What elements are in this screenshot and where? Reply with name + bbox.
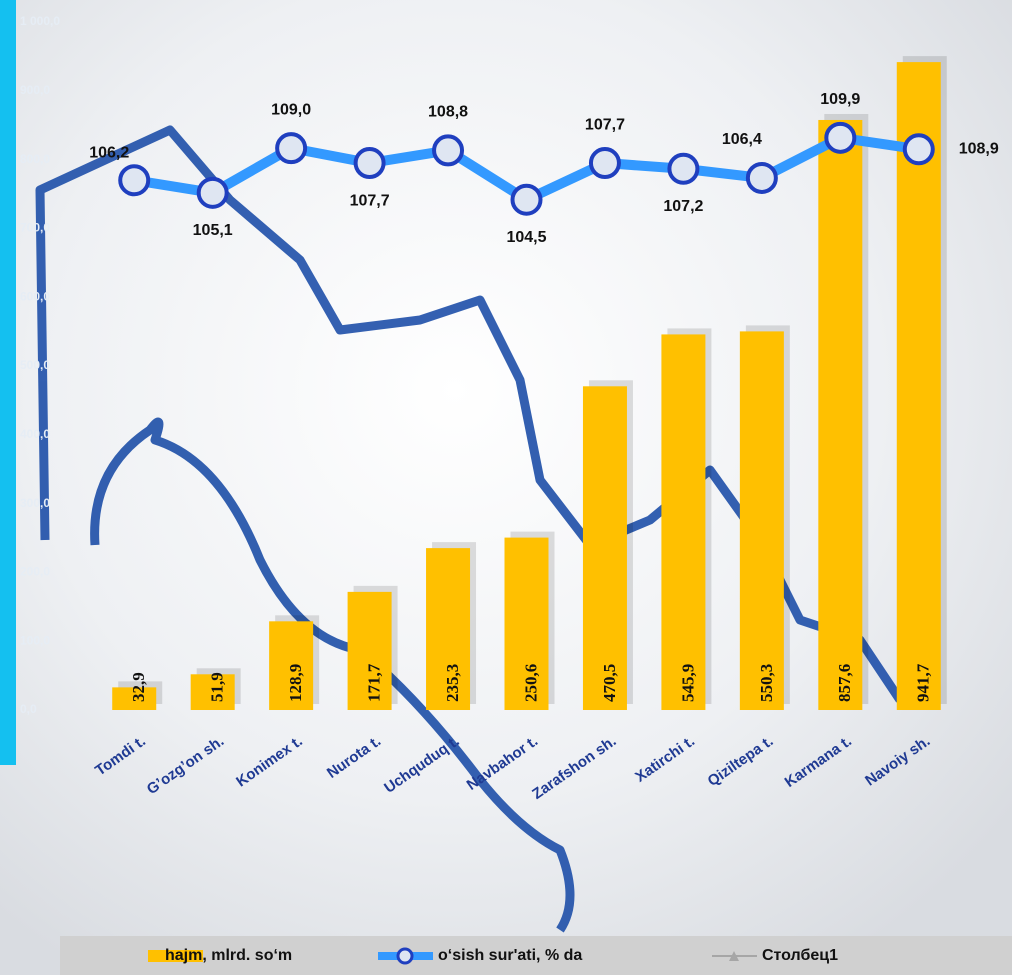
bar <box>269 621 314 710</box>
side-strip <box>0 0 16 765</box>
y-tick-label: 300,0 <box>20 496 50 510</box>
line-value-label: 109,9 <box>820 91 860 108</box>
line-value-label: 105,1 <box>193 222 233 239</box>
y-tick-label: 400,0 <box>20 427 50 441</box>
line-marker <box>667 152 700 185</box>
bar-value-label: 470,5 <box>600 664 619 702</box>
y-tick-label: 200,0 <box>20 565 50 579</box>
y-tick-label: 100,0 <box>20 633 50 647</box>
bar-value-label: 235,3 <box>443 664 462 702</box>
y-tick-label: 700,0 <box>20 221 50 235</box>
legend-label: Столбец1 <box>762 947 838 964</box>
line-marker <box>118 164 151 197</box>
bar-value-label: 51,9 <box>208 672 227 702</box>
legend: hajm, mlrd. so‘m o‘sish sur'ati, % da Стол… <box>60 936 1012 975</box>
bar <box>661 334 706 710</box>
line-value-label: 107,7 <box>585 116 625 133</box>
bar-value-label: 545,9 <box>678 664 697 702</box>
bar <box>347 591 392 710</box>
y-tick-label: 1 000,0 <box>20 14 60 28</box>
line-value-label: 107,7 <box>350 192 390 209</box>
line-marker <box>275 132 308 165</box>
line-marker <box>588 147 621 180</box>
line-marker <box>824 121 857 154</box>
bar-value-label: 32,9 <box>129 672 148 702</box>
line-value-label: 104,5 <box>506 229 546 246</box>
y-tick-label: 0,0 <box>20 702 37 716</box>
bar-value-label: 171,7 <box>364 663 383 702</box>
bar-value-label: 857,6 <box>835 664 854 702</box>
legend-label: hajm, mlrd. so‘m <box>165 947 292 964</box>
bar <box>896 62 941 710</box>
bar <box>739 331 784 710</box>
bar <box>818 119 863 711</box>
bar <box>504 537 549 710</box>
bar <box>426 548 471 710</box>
line-marker <box>196 176 229 209</box>
line-value-label: 108,9 <box>959 140 999 157</box>
line-marker <box>902 133 935 166</box>
bar <box>112 687 157 710</box>
bar-value-label: 250,6 <box>521 664 540 702</box>
bar <box>190 674 235 710</box>
bar <box>582 386 627 710</box>
line-value-label: 107,2 <box>663 198 703 215</box>
line-marker <box>432 134 465 167</box>
y-tick-label: 900,0 <box>20 83 50 97</box>
legend-label: o‘sish sur'ati, % da <box>438 947 582 964</box>
bar-value-label: 128,9 <box>286 664 305 702</box>
line-marker <box>745 161 778 194</box>
legend-marker <box>396 947 414 965</box>
bar-value-label: 941,7 <box>914 663 933 702</box>
line-value-label: 108,8 <box>428 104 468 121</box>
line-value-label: 109,0 <box>271 101 311 118</box>
bar-value-label: 550,3 <box>757 664 776 702</box>
line-marker <box>353 147 386 180</box>
y-tick-label: 800,0 <box>20 152 50 166</box>
legend-marker <box>729 951 739 961</box>
line-value-label: 106,2 <box>89 144 129 161</box>
y-tick-label: 500,0 <box>20 358 50 372</box>
line-value-label: 106,4 <box>722 131 762 148</box>
y-tick-label: 600,0 <box>20 289 50 303</box>
legend-swatch <box>148 950 203 962</box>
legend-band <box>60 936 1012 975</box>
line-marker <box>510 183 543 216</box>
